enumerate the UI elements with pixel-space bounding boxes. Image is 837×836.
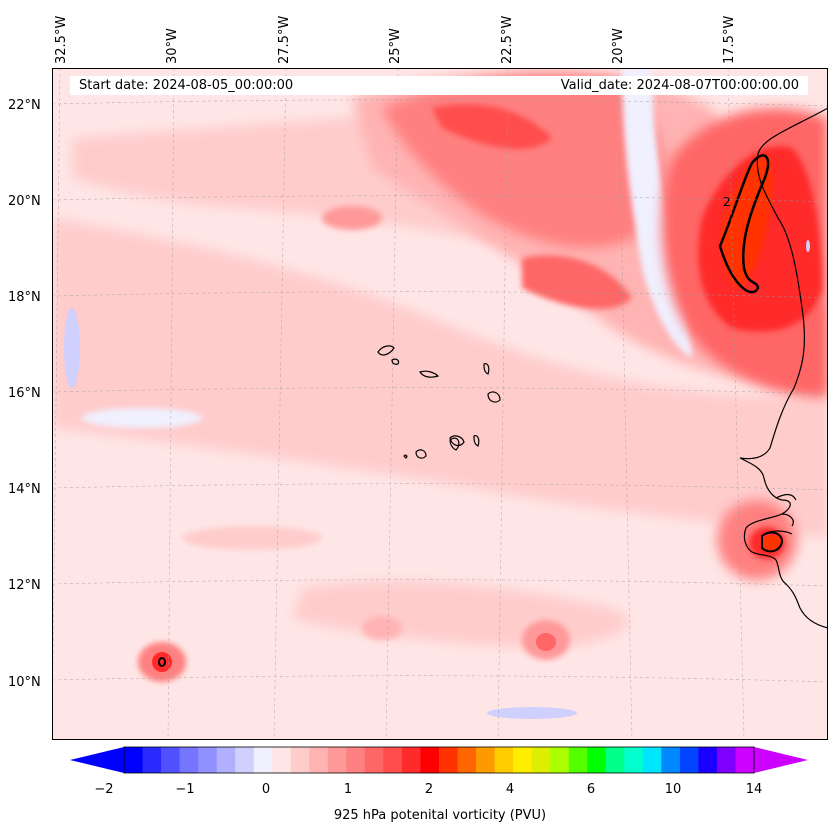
colorbar-cell <box>661 747 681 773</box>
colorbar-cell <box>346 747 366 773</box>
colorbar-cell <box>216 747 236 773</box>
pv-senegal-contour <box>761 531 784 553</box>
colorbar-tick-neg2: −2 <box>94 782 114 797</box>
colorbar-cell <box>401 747 421 773</box>
pv-max-sw-core <box>152 652 172 672</box>
colorbar-cell <box>550 747 570 773</box>
colorbar-cell <box>568 747 588 773</box>
colorbar-cell <box>420 747 440 773</box>
colorbar-frame <box>123 746 755 774</box>
lake-small <box>806 240 810 252</box>
contour-label-2: 2 <box>723 195 731 209</box>
pv-patch-d <box>322 206 382 230</box>
colorbar-cell <box>364 747 384 773</box>
colorbar-cell <box>587 747 607 773</box>
pv-ne-strong-2 <box>522 255 632 309</box>
colorbar-cell <box>605 747 625 773</box>
valid-date: Valid_date: 2024-08-07T00:00:00.00 <box>560 78 799 93</box>
pv-max-s-core <box>536 633 556 651</box>
colorbar-cell <box>698 747 718 773</box>
lon-label-27-5w: 27.5°W <box>277 15 292 64</box>
map-border <box>52 68 828 740</box>
lat-label-10n: 10°N <box>8 675 41 690</box>
colorbar-tick-14: 14 <box>745 782 763 797</box>
date-annotation-bar: Start date: 2024-08-05_00:00:00 Valid_da… <box>70 76 808 95</box>
lon-label-17-5w: 17.5°W <box>722 15 737 64</box>
colorbar-cell <box>735 747 755 773</box>
lat-label-22n: 22°N <box>8 98 41 113</box>
colorbar-cell <box>235 747 255 773</box>
lat-label-18n: 18°N <box>8 290 41 305</box>
pv-patch-f <box>362 616 402 640</box>
colorbar-cell <box>290 747 310 773</box>
pv-ne-streak <box>432 104 552 149</box>
colorbar-tick-0: 0 <box>261 782 271 797</box>
lon-label-30w: 30°W <box>165 28 180 64</box>
pv-senegal-core <box>763 535 781 551</box>
colorbar-cell <box>679 747 699 773</box>
colorbar <box>70 746 808 774</box>
colorbar-cell <box>161 747 181 773</box>
colorbar-cell <box>309 747 329 773</box>
lat-label-16n: 16°N <box>8 386 41 401</box>
cape-verde-islands <box>377 345 501 459</box>
colorbar-tick-1: 1 <box>343 782 353 797</box>
lon-label-20w: 20°W <box>611 28 626 64</box>
start-date: Start date: 2024-08-05_00:00:00 <box>79 78 294 93</box>
pv-coastal-max-inner <box>721 154 773 287</box>
pv-patch-e <box>182 526 322 550</box>
graticule <box>52 68 828 740</box>
pv-patch-c <box>82 408 202 428</box>
pv-contour-2 <box>718 154 770 294</box>
colorbar-tick-neg1: −1 <box>175 782 195 797</box>
colorbar-cell <box>383 747 403 773</box>
colorbar-tick-10: 10 <box>664 782 682 797</box>
pv-max-sw-contour <box>158 657 166 667</box>
pv-patch-a <box>64 308 80 388</box>
colorbar-cell <box>642 747 662 773</box>
lat-label-20n: 20°N <box>8 194 41 209</box>
colorbar-cell <box>624 747 644 773</box>
colorbar-cell <box>476 747 496 773</box>
colorbar-cell <box>198 747 218 773</box>
lon-label-32-5w: 32.5°W <box>54 15 69 64</box>
colorbar-over-arrow <box>754 747 808 773</box>
colorbar-under-arrow <box>70 747 124 773</box>
colorbar-cell <box>457 747 477 773</box>
lon-label-22-5w: 22.5°W <box>500 15 515 64</box>
colorbar-cell <box>179 747 199 773</box>
colorbar-cell <box>439 747 459 773</box>
africa-coastline <box>739 107 828 629</box>
lon-label-25w: 25°W <box>388 28 403 64</box>
africa-inlet <box>763 493 797 535</box>
colorbar-cell <box>494 747 514 773</box>
colorbar-label: 925 hPa potenital vorticity (PVU) <box>333 808 547 823</box>
colorbar-tick-4: 4 <box>505 782 515 797</box>
colorbar-cell <box>327 747 347 773</box>
colorbar-cell <box>513 747 533 773</box>
colorbar-cell <box>142 747 162 773</box>
pv-band-central <box>52 218 828 538</box>
colorbar-cell <box>253 747 273 773</box>
colorbar-cell <box>531 747 551 773</box>
pv-map: 2 <box>52 68 828 740</box>
colorbar-cell <box>124 747 144 773</box>
colorbar-tick-6: 6 <box>586 782 596 797</box>
pv-patch-b <box>487 707 577 719</box>
colorbar-cell <box>716 747 736 773</box>
lat-label-12n: 12°N <box>8 578 41 593</box>
colorbar-tick-2: 2 <box>424 782 434 797</box>
lat-label-14n: 14°N <box>8 482 41 497</box>
colorbar-cells <box>124 747 755 773</box>
colorbar-cell <box>272 747 292 773</box>
